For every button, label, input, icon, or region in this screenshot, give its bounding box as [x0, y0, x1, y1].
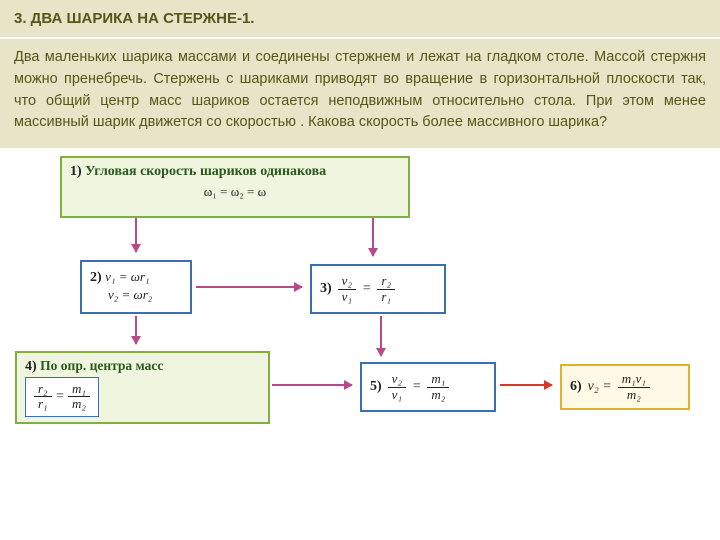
step-2-eq2: v₂ = ωr₂: [108, 287, 152, 302]
arrow-icon: [372, 218, 374, 256]
frac-den: m₂: [68, 397, 90, 411]
step-6-box: 6) v₂ = m₁v₁m₂: [560, 364, 690, 410]
equals: =: [362, 281, 371, 297]
step-5-box: 5) v₂v₁ = m₁m₂: [360, 362, 496, 412]
frac-den: r₁: [34, 397, 52, 411]
frac-num: m₁: [427, 372, 449, 387]
step-4-equation: r₂r₁ = m₁m₂: [25, 377, 99, 417]
step-4-title: По опр. центра масс: [40, 358, 163, 373]
step-3-box: 3) v₂v₁ = r₂r₁: [310, 264, 446, 314]
equals: =: [55, 389, 68, 404]
frac-den: r₁: [377, 290, 395, 304]
lhs: v₂ =: [588, 379, 612, 395]
frac-num: r₂: [34, 382, 52, 397]
arrow-icon: [135, 316, 137, 344]
frac-den: m₂: [623, 388, 645, 402]
step-2-eq1: v₁ = ωr₁: [105, 269, 149, 284]
frac-num: m₁v₁: [618, 372, 650, 387]
step-4-box: 4) По опр. центра масс r₂r₁ = m₁m₂: [15, 351, 270, 424]
arrow-icon: [196, 286, 302, 288]
step-number: 6): [570, 379, 582, 395]
arrow-icon: [500, 384, 552, 386]
step-1-equation: ω₁ = ω₂ = ω: [70, 184, 400, 200]
frac-num: v₂: [388, 372, 406, 387]
arrow-icon: [135, 218, 137, 252]
step-1-box: 1) Угловая скорость шариков одинакова ω₁…: [60, 156, 410, 218]
frac-num: m₁: [68, 382, 90, 397]
step-1-title: Угловая скорость шариков одинакова: [85, 164, 326, 179]
step-number: 3): [320, 281, 332, 297]
step-number: 5): [370, 379, 382, 395]
step-number: 4): [25, 359, 37, 374]
problem-text: Два маленьких шарика массами и соединены…: [14, 47, 706, 134]
frac-den: v₁: [388, 388, 406, 402]
problem-statement: Два маленьких шарика массами и соединены…: [0, 39, 720, 148]
arrow-icon: [272, 384, 352, 386]
frac-num: r₂: [377, 274, 395, 289]
step-number: 1): [70, 164, 82, 179]
frac-den: v₁: [338, 290, 356, 304]
solution-diagram: 1) Угловая скорость шариков одинакова ω₁…: [0, 148, 720, 448]
arrow-icon: [380, 316, 382, 356]
step-2-box: 2) v₁ = ωr₁ v₂ = ωr₂: [80, 260, 192, 314]
frac-den: m₂: [427, 388, 449, 402]
page-title: 3. ДВА ШАРИКА НА СТЕРЖНЕ-1.: [14, 10, 706, 27]
frac-num: v₂: [338, 274, 356, 289]
step-number: 2): [90, 270, 102, 285]
equals: =: [412, 379, 421, 395]
header-bar: 3. ДВА ШАРИКА НА СТЕРЖНЕ-1.: [0, 0, 720, 37]
